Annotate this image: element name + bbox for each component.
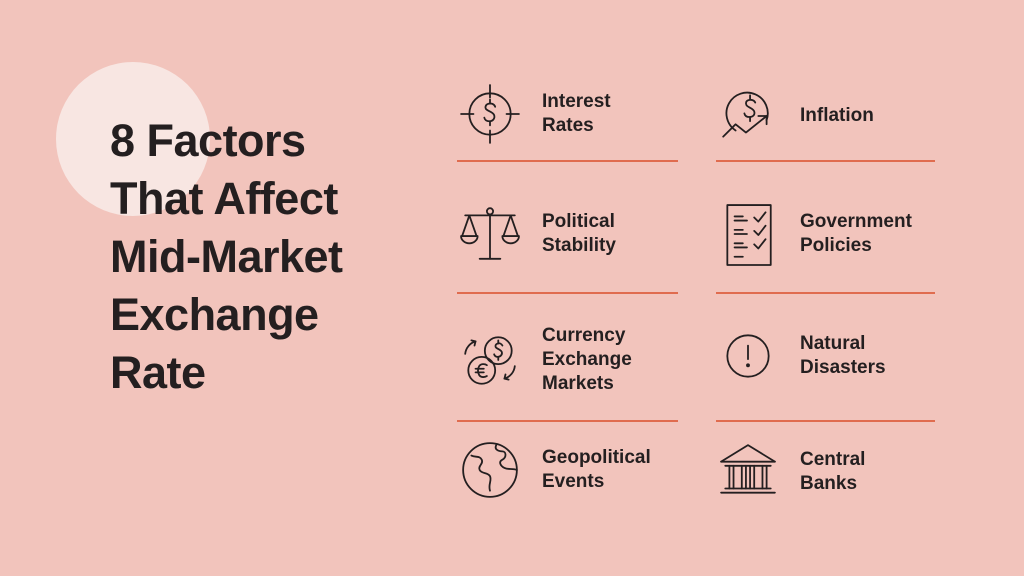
factor-label-line: Inflation [800,105,874,126]
divider [457,292,678,294]
title-line: Exchange [110,289,319,340]
factor-label-line: Natural [800,333,866,354]
factor-label-line: Banks [800,473,858,494]
balance-scale-icon [458,202,522,266]
factor-interest-rates: Interest Rates [458,82,611,146]
factor-label-line: Interest [542,91,611,112]
factor-label-line: Government [800,211,912,232]
factor-label: Political Stability [542,210,616,258]
title-line: Rate [110,347,206,398]
decorative-circle [56,62,210,216]
target-dollar-icon [458,82,522,146]
factor-label-line: Currency [542,325,626,346]
dollar-trend-up-icon [716,84,780,148]
factor-natural-disasters: Natural Disasters [716,324,886,388]
factor-label: Currency Exchange Markets [542,324,632,396]
exclamation-circle-icon [716,324,780,388]
factor-label: Geopolitical Events [542,446,651,494]
divider [716,292,935,294]
factor-central-banks: Central Banks [716,440,865,504]
title-line: 8 Factors [110,115,306,166]
divider [716,160,935,162]
factor-label: Government Policies [800,210,912,258]
factor-label-line: Policies [800,235,872,256]
factor-government-policies: Government Policies [716,202,912,266]
globe-icon [458,438,522,502]
factor-geopolitical-events: Geopolitical Events [458,438,651,502]
divider [716,420,935,422]
divider [457,420,678,422]
title-line: Mid-Market [110,231,343,282]
divider [457,160,678,162]
factor-label: Interest Rates [542,90,611,138]
factor-label-line: Rates [542,115,594,136]
factor-label-line: Political [542,211,615,232]
factor-label-line: Exchange [542,349,632,370]
checklist-document-icon [716,202,780,266]
factor-label-line: Markets [542,373,614,394]
factor-label-line: Events [542,471,605,492]
factor-currency-exchange-markets: Currency Exchange Markets [458,324,632,396]
factor-label-line: Disasters [800,357,886,378]
factor-label: Inflation [800,104,874,128]
bank-building-icon [716,440,780,504]
factor-political-stability: Political Stability [458,202,616,266]
factor-label: Central Banks [800,448,865,496]
page-title: 8 Factors That Affect Mid-Market Exchang… [110,112,343,402]
factor-label-line: Central [800,449,866,470]
factor-inflation: Inflation [716,84,874,148]
factor-label-line: Geopolitical [542,447,651,468]
factor-label: Natural Disasters [800,332,886,380]
factor-label-line: Stability [542,235,616,256]
title-line: That Affect [110,173,338,224]
currency-exchange-icon [458,328,522,392]
